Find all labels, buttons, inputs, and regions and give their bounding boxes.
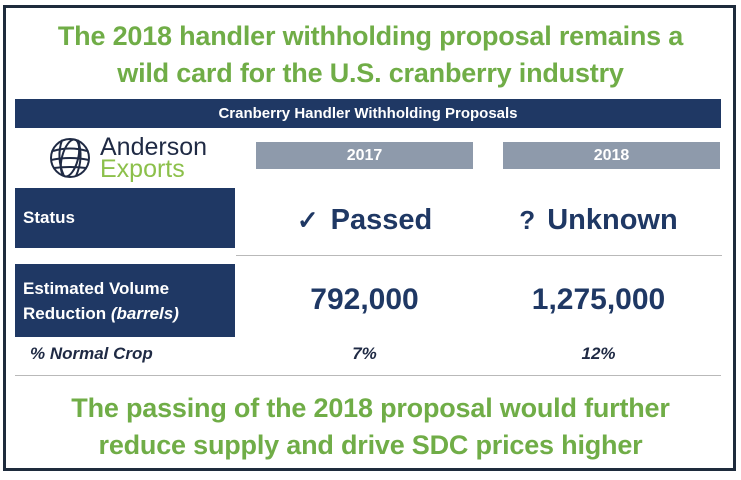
top-headline-line-2: wild card for the U.S. cranberry industr… — [117, 58, 624, 88]
row-label-normal-crop: % Normal Crop — [30, 344, 153, 363]
row-divider-2 — [15, 375, 721, 376]
normal-crop-2018: 12% — [581, 344, 616, 363]
status-label-text: Status — [23, 208, 75, 227]
top-headline: The 2018 handler withholding proposal re… — [0, 18, 741, 92]
checkmark-icon: ✓ — [296, 205, 319, 235]
row-label-status: Status — [15, 188, 235, 248]
bottom-headline-line-1: The passing of the 2018 proposal would f… — [71, 393, 670, 423]
volume-label-line-2: Reduction — [23, 303, 111, 323]
volume-label-unit: (barrels) — [110, 303, 179, 323]
column-header-2017: 2017 — [256, 142, 473, 169]
bottom-headline: The passing of the 2018 proposal would f… — [0, 390, 741, 464]
status-2018-text: Unknown — [547, 204, 678, 236]
anderson-exports-logo: Anderson Exports — [48, 134, 218, 182]
top-headline-line-1: The 2018 handler withholding proposal re… — [57, 21, 684, 51]
status-2017: ✓ Passed — [256, 200, 473, 240]
row-label-volume: Estimated Volume Reduction (barrels) — [15, 264, 235, 337]
volume-label-line-1: Estimated Volume — [23, 278, 170, 298]
status-2018: ? Unknown — [490, 200, 707, 240]
question-icon: ? — [519, 205, 536, 235]
column-header-2018: 2018 — [503, 142, 720, 169]
status-2017-text: Passed — [330, 204, 433, 236]
globe-icon — [50, 138, 90, 178]
normal-crop-2017: 7% — [352, 344, 377, 363]
logo-text-exports: Exports — [100, 155, 185, 183]
bottom-headline-line-2: reduce supply and drive SDC prices highe… — [98, 430, 643, 460]
row-divider-1 — [236, 255, 722, 256]
volume-2017: 792,000 — [310, 283, 419, 316]
table-title: Cranberry Handler Withholding Proposals — [15, 99, 721, 128]
logo-text-anderson: Anderson — [100, 133, 208, 161]
volume-2018: 1,275,000 — [531, 283, 666, 316]
